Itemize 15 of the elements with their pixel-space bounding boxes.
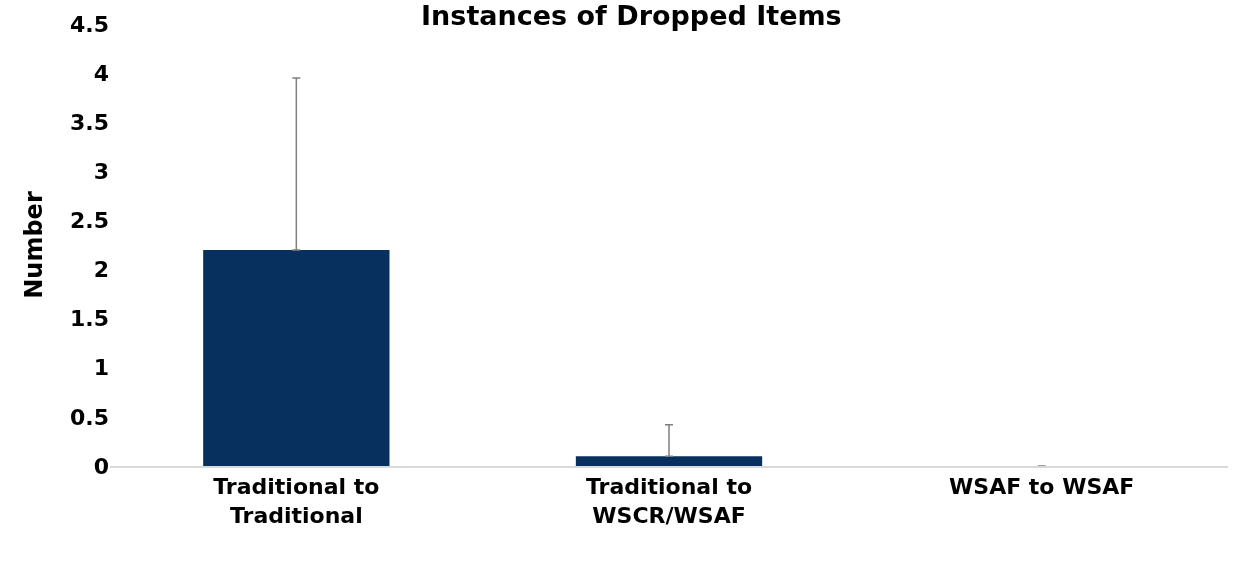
y-tick-label: 0 [93, 453, 109, 479]
y-tick-label: 3.5 [70, 109, 109, 135]
y-tick-label: 2 [93, 257, 109, 283]
y-tick-label: 4 [93, 60, 109, 86]
y-tick-label: 0.5 [70, 404, 109, 430]
x-tick-label: WSAF to WSAF [949, 474, 1135, 500]
y-tick-label: 1 [93, 355, 109, 381]
x-tick-label: Traditional to WSCR/WSAF [585, 474, 753, 528]
y-tick-label: 3 [93, 159, 109, 185]
chart-title: Instances of Dropped Items [421, 0, 842, 31]
y-tick-label: 2.5 [70, 208, 109, 234]
y-axis-title: Number [20, 191, 49, 299]
y-tick-label: 1.5 [70, 306, 109, 332]
y-tick-label: 4.5 [70, 11, 109, 37]
x-tick-label: Traditional to Traditional [213, 474, 380, 528]
